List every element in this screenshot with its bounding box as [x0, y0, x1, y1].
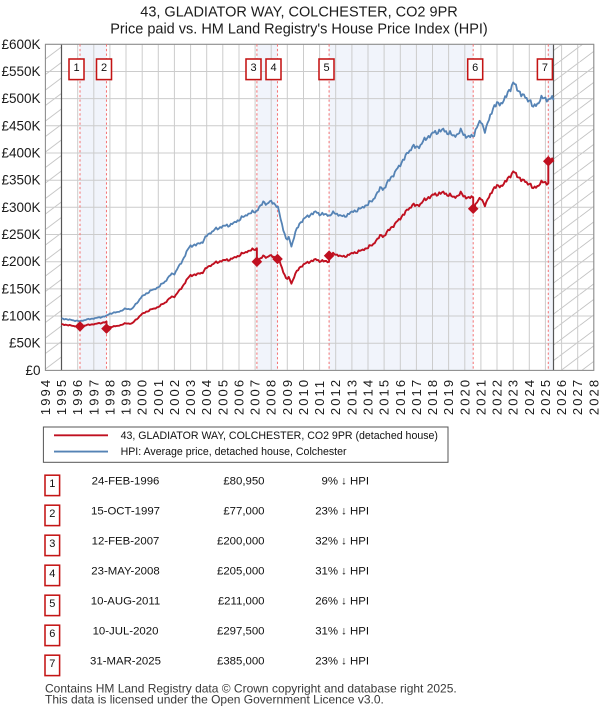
svg-text:£350K: £350K [1, 173, 40, 188]
svg-text:2008: 2008 [264, 378, 279, 415]
svg-text:1: 1 [49, 478, 55, 490]
svg-text:£200,000: £200,000 [217, 536, 265, 548]
svg-text:2026: 2026 [554, 378, 569, 415]
svg-text:23% ↓ HPI: 23% ↓ HPI [315, 656, 369, 668]
svg-text:2: 2 [49, 508, 55, 520]
svg-text:2012: 2012 [328, 378, 343, 415]
svg-text:2: 2 [101, 62, 107, 74]
svg-text:Contains HM Land Registry data: Contains HM Land Registry data © Crown c… [45, 682, 457, 696]
svg-text:2027: 2027 [570, 378, 585, 415]
svg-text:2024: 2024 [522, 378, 537, 415]
svg-text:2021: 2021 [473, 378, 488, 415]
svg-text:10-JUL-2020: 10-JUL-2020 [93, 626, 159, 638]
svg-text:24-FEB-1996: 24-FEB-1996 [92, 476, 160, 488]
svg-text:31% ↓ HPI: 31% ↓ HPI [315, 626, 369, 638]
svg-text:2019: 2019 [441, 378, 456, 415]
svg-text:2007: 2007 [248, 378, 263, 415]
svg-text:4: 4 [270, 62, 276, 74]
svg-text:1996: 1996 [70, 378, 85, 415]
svg-text:£80,950: £80,950 [223, 476, 264, 488]
svg-text:2004: 2004 [199, 378, 214, 415]
svg-text:2011: 2011 [312, 379, 327, 415]
svg-text:23% ↓ HPI: 23% ↓ HPI [315, 506, 369, 518]
svg-text:1: 1 [73, 62, 79, 74]
svg-text:26% ↓ HPI: 26% ↓ HPI [315, 596, 369, 608]
svg-text:4: 4 [49, 568, 55, 580]
svg-text:3: 3 [49, 538, 55, 550]
svg-text:£500K: £500K [1, 91, 40, 106]
svg-text:2016: 2016 [393, 378, 408, 415]
svg-text:2018: 2018 [425, 378, 440, 415]
svg-text:£400K: £400K [1, 146, 40, 161]
svg-text:7: 7 [542, 62, 548, 74]
svg-text:2017: 2017 [409, 378, 424, 415]
svg-text:2022: 2022 [490, 378, 505, 415]
svg-text:£300K: £300K [1, 200, 40, 215]
svg-text:2003: 2003 [183, 378, 198, 415]
svg-text:2009: 2009 [280, 378, 295, 415]
svg-text:2001: 2001 [151, 378, 166, 415]
svg-text:1995: 1995 [54, 378, 69, 415]
svg-text:6: 6 [472, 62, 478, 74]
svg-text:2028: 2028 [586, 378, 600, 415]
svg-text:2006: 2006 [232, 378, 247, 415]
svg-text:15-OCT-1997: 15-OCT-1997 [91, 506, 160, 518]
svg-text:6: 6 [49, 628, 55, 640]
svg-text:2020: 2020 [457, 378, 472, 415]
svg-text:31% ↓ HPI: 31% ↓ HPI [315, 566, 369, 578]
svg-text:7: 7 [49, 658, 55, 670]
svg-text:£205,000: £205,000 [217, 566, 265, 578]
svg-text:1998: 1998 [102, 378, 117, 415]
svg-text:£250K: £250K [1, 227, 40, 242]
svg-text:£550K: £550K [1, 64, 40, 79]
svg-text:£385,000: £385,000 [217, 656, 265, 668]
svg-text:Price paid vs. HM Land Registr: Price paid vs. HM Land Registry's House … [110, 22, 488, 38]
svg-text:HPI: Average price, detached h: HPI: Average price, detached house, Colc… [121, 446, 347, 458]
svg-text:2002: 2002 [167, 378, 182, 415]
svg-text:£50K: £50K [9, 336, 41, 351]
svg-text:43, GLADIATOR WAY, COLCHESTER,: 43, GLADIATOR WAY, COLCHESTER, CO2 9PR (… [121, 430, 438, 442]
svg-text:£150K: £150K [1, 281, 40, 296]
svg-text:£100K: £100K [1, 309, 40, 324]
svg-text:10-AUG-2011: 10-AUG-2011 [91, 596, 160, 608]
svg-text:9% ↓ HPI: 9% ↓ HPI [322, 476, 369, 488]
svg-text:1994: 1994 [38, 378, 53, 415]
svg-text:43, GLADIATOR WAY, COLCHESTER,: 43, GLADIATOR WAY, COLCHESTER, CO2 9PR [140, 5, 457, 21]
svg-text:£77,000: £77,000 [223, 506, 264, 518]
svg-text:2023: 2023 [506, 378, 521, 415]
svg-text:£450K: £450K [1, 118, 40, 133]
svg-text:£0: £0 [25, 363, 40, 378]
svg-text:1999: 1999 [119, 378, 134, 415]
svg-text:5: 5 [49, 598, 55, 610]
svg-text:£200K: £200K [1, 254, 40, 269]
svg-text:1997: 1997 [86, 378, 101, 415]
svg-text:5: 5 [323, 62, 329, 74]
svg-text:12-FEB-2007: 12-FEB-2007 [92, 536, 160, 548]
svg-text:This data is licensed under th: This data is licensed under the Open Gov… [45, 693, 384, 707]
svg-text:23-MAY-2008: 23-MAY-2008 [91, 566, 159, 578]
svg-text:2013: 2013 [344, 378, 359, 415]
svg-text:£297,500: £297,500 [217, 626, 265, 638]
svg-text:2010: 2010 [296, 378, 311, 415]
svg-text:2025: 2025 [538, 378, 553, 415]
svg-text:3: 3 [250, 62, 256, 74]
svg-text:31-MAR-2025: 31-MAR-2025 [90, 656, 161, 668]
svg-text:2000: 2000 [135, 378, 150, 415]
svg-text:£211,000: £211,000 [218, 596, 265, 608]
svg-text:2014: 2014 [361, 378, 376, 415]
svg-text:2005: 2005 [215, 378, 230, 415]
svg-text:32% ↓ HPI: 32% ↓ HPI [315, 536, 369, 548]
svg-text:2015: 2015 [377, 378, 392, 415]
svg-text:£600K: £600K [1, 37, 40, 52]
